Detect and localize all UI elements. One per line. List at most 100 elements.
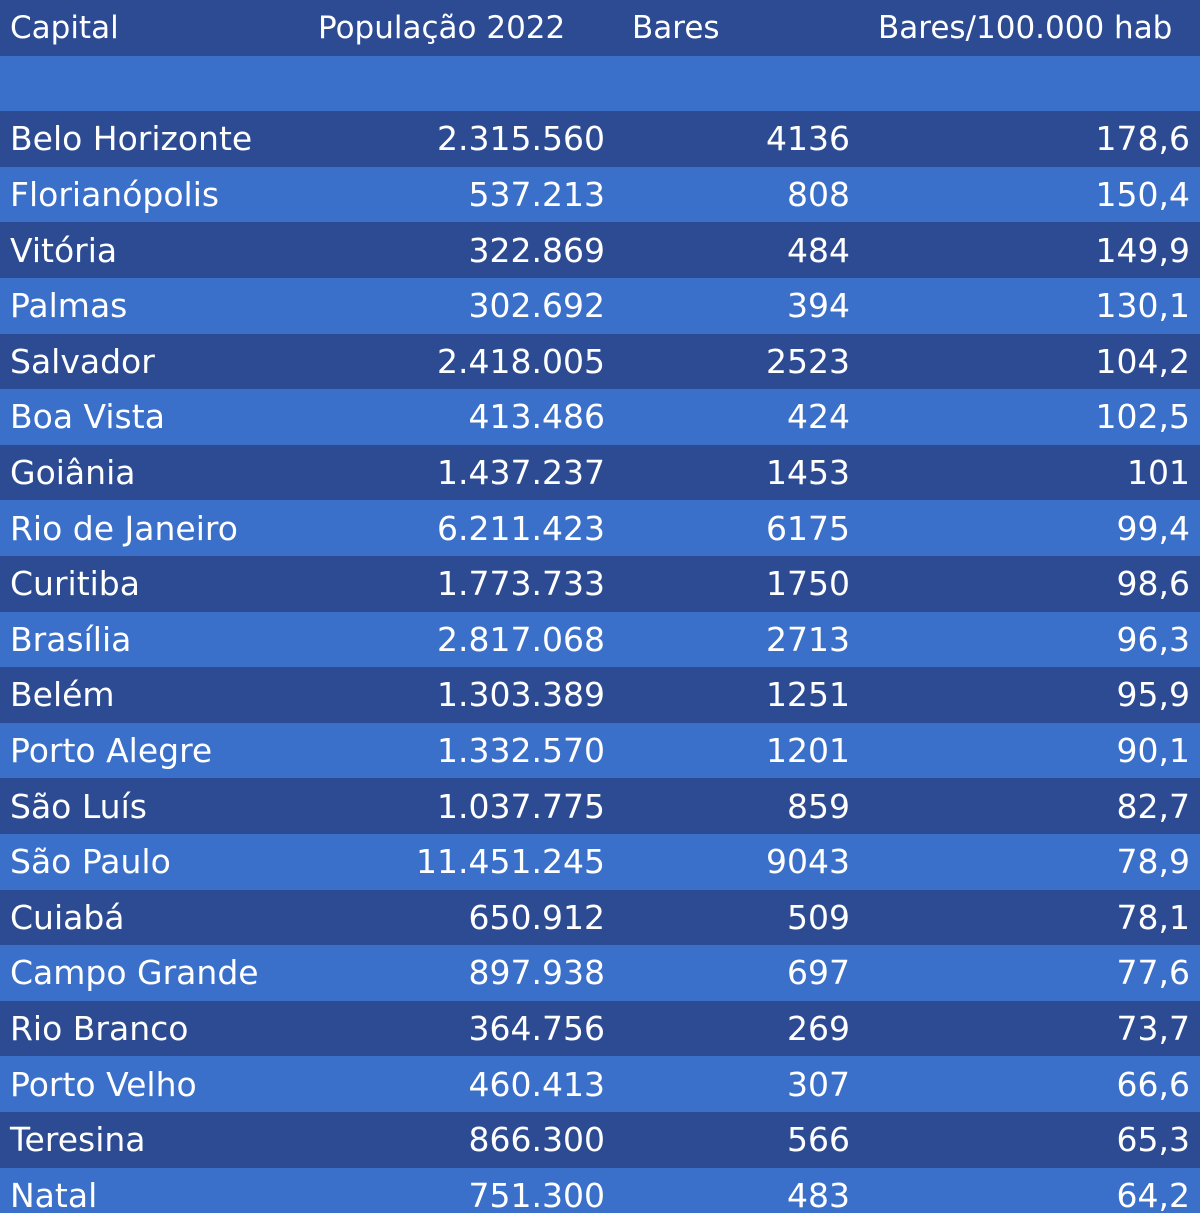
capital-cell: Palmas (10, 286, 128, 326)
population-cell: 322.869 (468, 230, 605, 270)
population-cell: 866.300 (468, 1120, 605, 1160)
bars-cell: 2523 (766, 341, 850, 381)
capital-cell: Brasília (10, 619, 132, 659)
population-cell: 2.418.005 (437, 341, 605, 381)
population-cell: 6.211.423 (437, 508, 605, 548)
population-cell: 1.037.775 (437, 786, 605, 826)
bars-cell: 483 (787, 1175, 850, 1213)
capital-cell: Rio de Janeiro (10, 508, 238, 548)
bars-per-100k-cell: 150,4 (1095, 175, 1190, 215)
bars-per-100k-cell: 78,1 (1116, 897, 1190, 937)
table-row: Porto Velho 460.413 307 66,6 (0, 1056, 1200, 1112)
table-row: Goiânia 1.437.237 1453 101 (0, 444, 1200, 501)
bars-per-100k-cell: 99,4 (1116, 508, 1190, 548)
header-capital: Capital (10, 9, 119, 46)
table-row: Palmas 302.692 394 130,1 (0, 278, 1200, 334)
table-row: Curitiba 1.773.733 1750 98,6 (0, 556, 1200, 612)
population-cell: 1.303.389 (437, 675, 605, 715)
bars-cell: 1453 (766, 453, 850, 493)
table-row: Cuiabá 650.912 509 78,1 (0, 889, 1200, 946)
bars-per-100k-cell: 64,2 (1116, 1175, 1190, 1213)
bars-cell: 697 (787, 953, 850, 993)
bars-cell: 566 (787, 1120, 850, 1160)
capital-cell: Boa Vista (10, 397, 165, 437)
header-bars: Bares (632, 9, 720, 46)
population-cell: 1.773.733 (437, 564, 605, 604)
capital-cell: Porto Alegre (10, 731, 213, 771)
table-row: Porto Alegre 1.332.570 1201 90,1 (0, 722, 1200, 779)
population-cell: 2.817.068 (437, 619, 605, 659)
bars-per-100k-cell: 178,6 (1095, 119, 1190, 159)
header-bars-per-100k: Bares/100.000 hab (878, 9, 1173, 46)
bars-cell: 1251 (766, 675, 850, 715)
table-row: Natal 751.300 483 64,2 (0, 1167, 1200, 1213)
bars-per-100k-cell: 149,9 (1095, 230, 1190, 270)
header-population: População 2022 (318, 9, 566, 46)
bars-cell: 6175 (766, 508, 850, 548)
bars-per-100k-cell: 90,1 (1116, 731, 1190, 771)
population-cell: 537.213 (468, 175, 605, 215)
table-row: São Paulo 11.451.245 9043 78,9 (0, 834, 1200, 890)
bars-per-100k-cell: 73,7 (1116, 1009, 1190, 1049)
bars-per-100k-cell: 66,6 (1116, 1064, 1190, 1104)
blank-row (0, 55, 1200, 112)
capital-cell: Rio Branco (10, 1009, 189, 1049)
table-row: Vitória 322.869 484 149,9 (0, 222, 1200, 278)
bars-per-100k-cell: 98,6 (1116, 564, 1190, 604)
bars-per-100k-cell: 95,9 (1116, 675, 1190, 715)
bars-cell: 9043 (766, 842, 850, 882)
table-row: Teresina 866.300 566 65,3 (0, 1112, 1200, 1168)
population-cell: 460.413 (468, 1064, 605, 1104)
population-cell: 2.315.560 (437, 119, 605, 159)
table-row: Florianópolis 537.213 808 150,4 (0, 166, 1200, 223)
capital-cell: Goiânia (10, 453, 136, 493)
table-row: Campo Grande 897.938 697 77,6 (0, 945, 1200, 1001)
bars-per-100k-cell: 102,5 (1095, 397, 1190, 437)
bars-per-100k-cell: 104,2 (1095, 341, 1190, 381)
population-cell: 650.912 (468, 897, 605, 937)
bars-cell: 424 (787, 397, 850, 437)
population-cell: 302.692 (468, 286, 605, 326)
bars-cell: 484 (787, 230, 850, 270)
capital-cell: Campo Grande (10, 953, 259, 993)
population-cell: 11.451.245 (416, 842, 605, 882)
table-row: Boa Vista 413.486 424 102,5 (0, 389, 1200, 445)
population-cell: 751.300 (468, 1175, 605, 1213)
capital-cell: Porto Velho (10, 1064, 197, 1104)
bars-cell: 509 (787, 897, 850, 937)
capital-cell: Curitiba (10, 564, 140, 604)
population-cell: 897.938 (468, 953, 605, 993)
capital-cell: Florianópolis (10, 175, 220, 215)
population-cell: 1.332.570 (437, 731, 605, 771)
bars-per-100k-cell: 77,6 (1116, 953, 1190, 993)
capital-cell: Natal (10, 1175, 98, 1213)
bars-cell: 4136 (766, 119, 850, 159)
bars-cell: 2713 (766, 619, 850, 659)
bars-cell: 269 (787, 1009, 850, 1049)
bars-per-100k-cell: 78,9 (1116, 842, 1190, 882)
population-cell: 413.486 (468, 397, 605, 437)
capital-cell: Teresina (10, 1120, 146, 1160)
table-row: Salvador 2.418.005 2523 104,2 (0, 333, 1200, 390)
bars-per-100k-cell: 130,1 (1095, 286, 1190, 326)
population-cell: 364.756 (468, 1009, 605, 1049)
table-row: Rio Branco 364.756 269 73,7 (0, 1000, 1200, 1057)
bars-per-100k-cell: 96,3 (1116, 619, 1190, 659)
table-row: São Luís 1.037.775 859 82,7 (0, 778, 1200, 834)
capital-cell: Cuiabá (10, 897, 125, 937)
bars-per-100k-cell: 101 (1127, 453, 1190, 493)
table-header-row: Capital População 2022 Bares Bares/100.0… (0, 0, 1200, 56)
bars-cell: 394 (787, 286, 850, 326)
table-row: Belo Horizonte 2.315.560 4136 178,6 (0, 111, 1200, 167)
bars-cell: 1201 (766, 731, 850, 771)
capital-cell: São Paulo (10, 842, 171, 882)
bars-per-100k-cell: 82,7 (1116, 786, 1190, 826)
capital-cell: São Luís (10, 786, 147, 826)
bars-cell: 859 (787, 786, 850, 826)
capital-cell: Salvador (10, 341, 155, 381)
table-row: Rio de Janeiro 6.211.423 6175 99,4 (0, 500, 1200, 556)
table-row: Belém 1.303.389 1251 95,9 (0, 667, 1200, 723)
table-row: Brasília 2.817.068 2713 96,3 (0, 611, 1200, 668)
population-cell: 1.437.237 (437, 453, 605, 493)
